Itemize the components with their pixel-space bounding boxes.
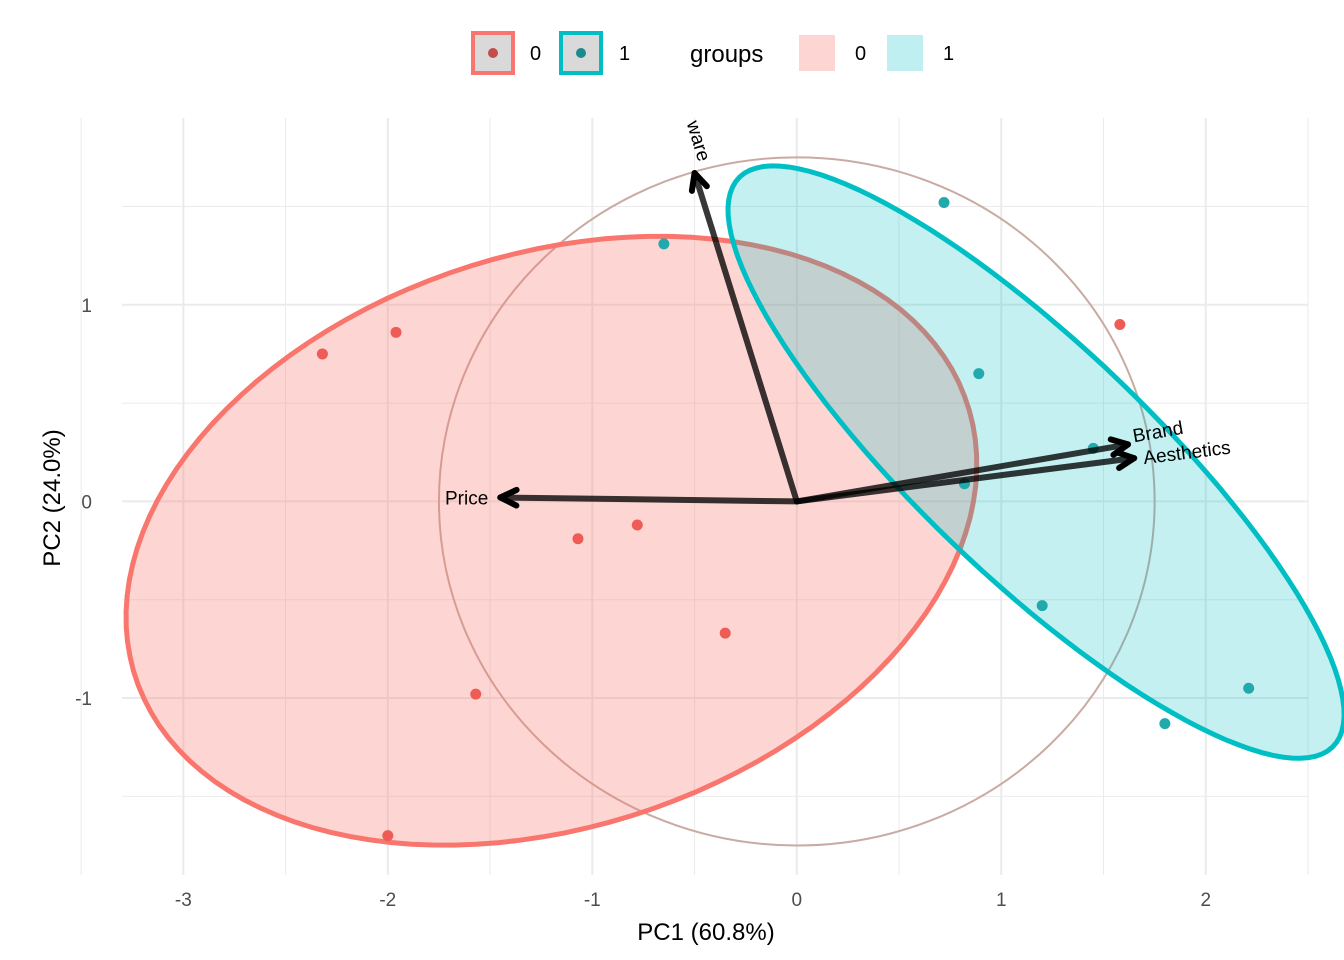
correlation-circle-outline (437, 156, 1156, 847)
legend-label-fill-1: 1 (943, 43, 954, 65)
legend-key-point-0-dot (488, 48, 498, 58)
arrow-label-ware: ware (681, 117, 713, 163)
point-group-0 (390, 326, 402, 338)
arrow-ware (691, 170, 800, 505)
arrowhead-ware (688, 170, 710, 194)
y-tick-label: -1 (75, 689, 92, 710)
legend-key-fill-0 (799, 35, 835, 71)
point-group-1 (973, 368, 985, 380)
x-tick-label: -3 (175, 890, 192, 911)
legend-key-point-1-dot (576, 48, 586, 58)
point-group-0 (382, 830, 394, 842)
y-tick-label: 1 (81, 296, 92, 317)
arrow-aesthetics (793, 455, 1138, 505)
y-axis-title: PC2 (24.0%) (39, 429, 66, 566)
legend-label-fill-0: 0 (855, 43, 866, 65)
point-group-0 (572, 533, 584, 545)
group-ellipses (123, 163, 1344, 848)
point-group-0 (719, 627, 731, 639)
legend-label-point-0: 0 (530, 43, 541, 65)
x-tick-label: -2 (379, 890, 396, 911)
point-group-1 (1036, 600, 1048, 612)
arrowhead-price (497, 486, 520, 509)
x-tick-label: -1 (584, 890, 601, 911)
correlation-circle (437, 156, 1156, 847)
legend-label-point-1: 1 (619, 43, 630, 65)
point-group-1 (938, 197, 950, 209)
legend-key-fill-1 (887, 35, 923, 71)
y-tick-label: 0 (81, 492, 92, 513)
arrow-price (497, 494, 800, 505)
point-group-1 (1159, 718, 1171, 730)
arrow-label-price: Price (445, 488, 488, 509)
legend: 0 1 groups 0 1 (471, 31, 954, 75)
tick-labels: -3 -2 -1 0 1 2 -1 0 1 (75, 296, 1211, 911)
legend-title-groups: groups (690, 41, 763, 68)
x-tick-label: 0 (792, 890, 803, 911)
x-tick-label: 2 (1200, 890, 1211, 911)
point-group-1 (1243, 682, 1255, 694)
point-group-0 (316, 348, 328, 360)
point-group-0 (1114, 318, 1126, 330)
x-tick-label: 1 (996, 890, 1007, 911)
point-group-1 (658, 238, 670, 250)
legend-key-point-1 (559, 31, 603, 75)
x-axis-title: PC1 (60.8%) (637, 919, 774, 946)
arrowhead-aesthetics (1114, 449, 1138, 471)
point-group-0 (470, 688, 482, 700)
point-group-0 (631, 519, 643, 531)
